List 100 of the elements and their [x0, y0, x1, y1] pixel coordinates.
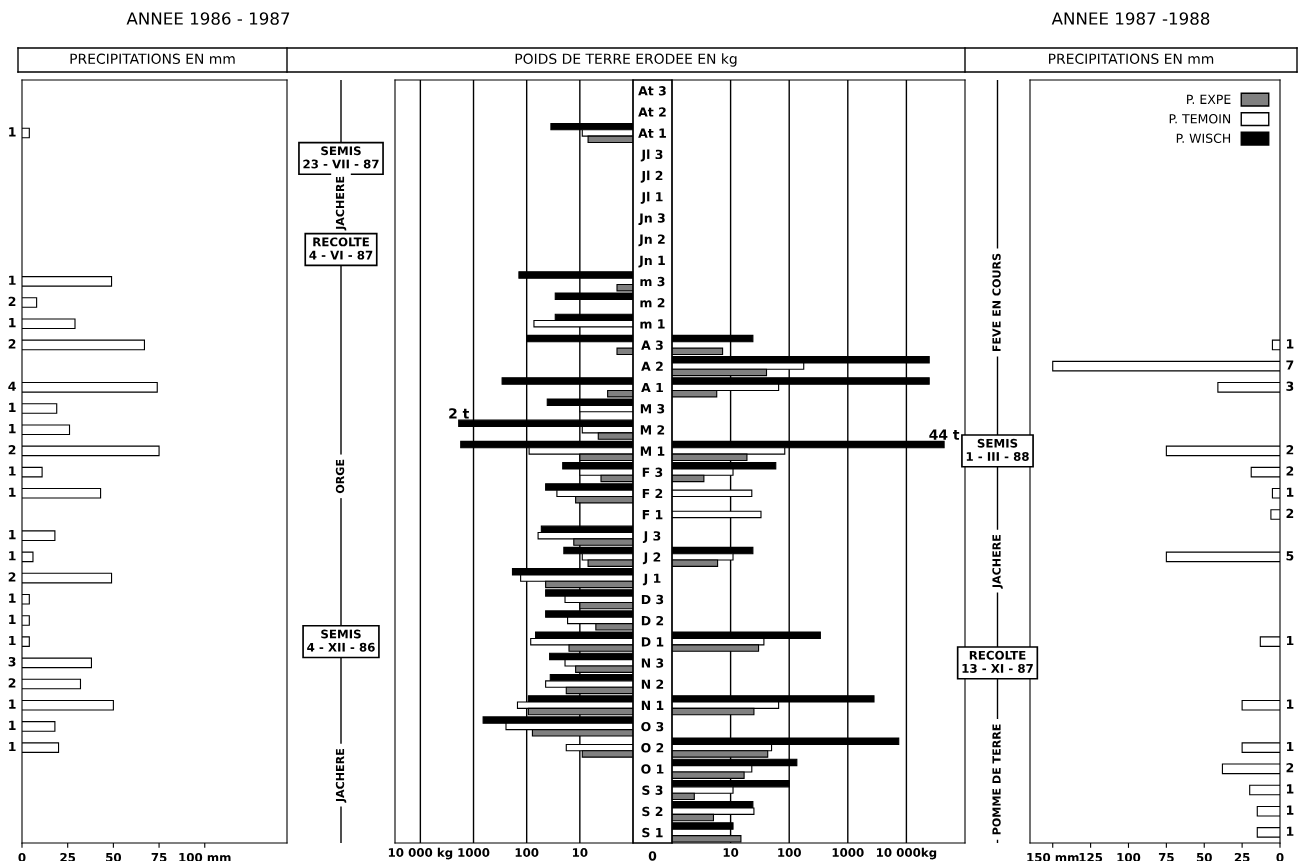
text: JACHERE: [992, 534, 1003, 589]
annotation: 1: [1286, 805, 1294, 815]
legend-label: P. WISCH: [1176, 133, 1231, 143]
annotation: 1: [9, 635, 16, 646]
x-tick-label: 1000: [458, 848, 490, 857]
annotation: 44 t: [929, 429, 960, 440]
y-tick-label: Jn 1: [638, 255, 665, 268]
chart-title: ANNEE 1986 - 1987: [126, 12, 290, 25]
annotation: 1: [9, 699, 16, 709]
y-tick-label: D 1: [641, 637, 664, 647]
y-tick-label: J 2: [642, 552, 661, 565]
y-tick-label: O 2: [641, 743, 664, 753]
y-tick-label: A 2: [641, 361, 663, 371]
y-tick-label: O 1: [641, 764, 664, 774]
y-tick-label: At 2: [638, 107, 666, 117]
annotation: 1: [9, 551, 16, 561]
x-tick-label: 100: [778, 848, 801, 857]
x-tick-label: 100: [1117, 852, 1141, 861]
annotation: 2 t: [449, 408, 469, 419]
annotation: 2: [1286, 508, 1294, 518]
annotation: 5: [1286, 551, 1294, 561]
annotation: 1: [9, 614, 16, 624]
annotation: 2: [1286, 445, 1294, 455]
text: SEMIS 1 - III - 88: [966, 438, 1029, 461]
text: SEMIS 4 - XII - 86: [307, 629, 375, 652]
annotation: 1: [1286, 741, 1294, 752]
annotation: RECOLTE 13 - XI - 87: [962, 650, 1033, 673]
text: JACHERE: [335, 749, 347, 803]
y-tick-label: S 1: [642, 827, 663, 838]
annotation: 2: [8, 445, 16, 455]
y-tick-label: S 3: [642, 785, 663, 795]
x-tick-label: 0: [18, 852, 26, 861]
annotation: 1: [1286, 826, 1294, 836]
x-tick-label: 10: [723, 848, 739, 857]
x-tick-label: 50: [106, 852, 122, 861]
text: RECOLTE 4 - VI - 87: [309, 237, 373, 260]
annotation: 2: [8, 678, 16, 688]
chart-subtitle: PRECIPITATIONS EN mm: [1049, 53, 1214, 65]
y-tick-label: J 3: [642, 531, 661, 543]
y-tick-label: D 2: [641, 615, 664, 626]
annotation: 1: [9, 593, 16, 603]
annotation: 1: [9, 487, 16, 497]
y-tick-label: M 3: [640, 403, 665, 414]
legend-label: P. EXPE: [1187, 94, 1231, 104]
chart-subtitle: PRECIPITATIONS EN mm: [70, 53, 235, 65]
chart-title: ANNEE 1987 -1988: [1051, 12, 1210, 25]
y-tick-label: N 1: [641, 700, 664, 710]
annotation: 2: [8, 339, 16, 349]
annotation: 1: [1286, 635, 1294, 646]
annotation: 2: [8, 572, 16, 582]
annotation: 1: [9, 424, 16, 434]
y-tick-label: O 3: [641, 721, 664, 732]
x-tick-label: 25: [1234, 852, 1250, 861]
text: FEVE EN COURS: [992, 253, 1001, 352]
y-tick-label: At 1: [638, 128, 666, 138]
x-tick-label: 25: [60, 852, 76, 861]
y-tick-label: N 3: [641, 658, 664, 668]
text: ORGE: [335, 459, 345, 494]
y-tick-label: Jl 2: [640, 170, 663, 183]
x-tick-label: 150 mm: [1027, 852, 1079, 861]
y-tick-label: m 3: [640, 276, 665, 287]
x-tick-label: 100 mm: [179, 852, 231, 861]
annotation: 2: [1286, 762, 1294, 773]
annotation: 1: [9, 127, 16, 137]
annotation: 1: [1286, 339, 1294, 349]
annotation: 1: [1286, 784, 1294, 794]
annotation: 3: [8, 657, 16, 667]
x-tick-label: 1000: [832, 848, 864, 857]
y-tick-label: M 2: [640, 425, 665, 435]
annotation: 7: [1286, 360, 1294, 370]
annotation: 1: [1286, 699, 1294, 709]
x-tick-label: 0: [1276, 852, 1284, 861]
y-tick-label: At 3: [638, 86, 666, 96]
text: POMME DE TERRE: [992, 724, 1001, 835]
annotation: 1: [9, 402, 16, 412]
y-tick-label: J 1: [642, 573, 661, 586]
annotation: 1: [9, 720, 16, 730]
annotation: 1: [9, 530, 16, 540]
legend-label: P. TEMOIN: [1169, 114, 1231, 124]
x-tick-label: 75: [151, 853, 167, 861]
y-tick-label: Jl 3: [640, 149, 663, 162]
y-tick-label: Jn 3: [638, 213, 665, 226]
y-tick-label: S 2: [642, 806, 663, 817]
annotation: 1: [9, 741, 16, 752]
x-tick-label: 100: [515, 848, 539, 857]
annotation: 1: [1286, 487, 1294, 497]
x-tick-label: 75: [1158, 853, 1174, 861]
x-tick-label: 125: [1079, 852, 1103, 861]
y-tick-label: Jl 1: [640, 191, 663, 204]
y-tick-label: m 1: [640, 319, 665, 329]
y-tick-label: F 3: [642, 467, 663, 478]
chart-subtitle: POIDS DE TERRE ERODEE EN kg: [515, 53, 737, 67]
y-tick-label: Jn 2: [638, 234, 665, 247]
x-tick-label: 50: [1196, 852, 1212, 861]
text: SEMIS 23 - VII - 87: [303, 146, 379, 169]
y-tick-label: M 1: [640, 446, 665, 456]
x-tick-label: 10 000 kg: [388, 847, 453, 860]
annotation: 2: [8, 296, 16, 306]
annotation: 1: [9, 275, 16, 285]
x-tick-label: 10 000kg: [876, 847, 937, 860]
